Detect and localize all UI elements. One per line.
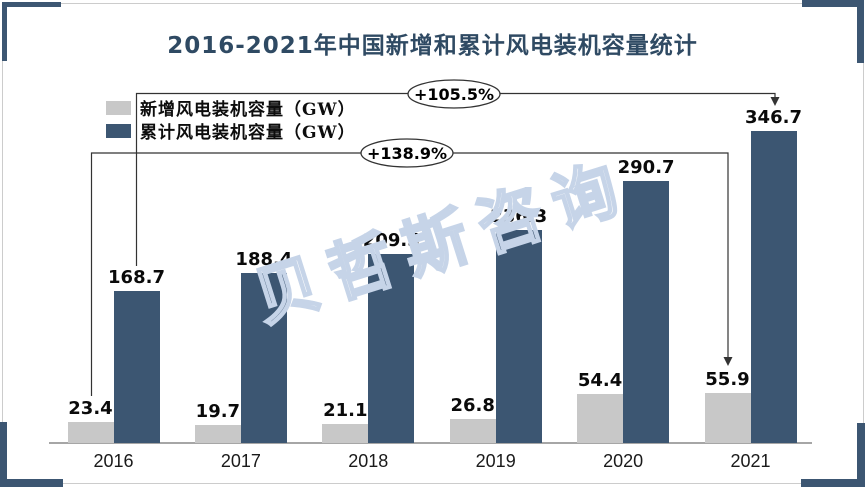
corner-accent-bottom-right — [801, 423, 865, 487]
bar-value-label: 168.7 — [108, 267, 165, 288]
frame-border — [2, 3, 864, 484]
legend-item-cumulative-capacity: 累计风电装机容量（GW） — [106, 119, 356, 143]
legend-item-new-capacity: 新增风电装机容量（GW） — [106, 96, 356, 120]
bar-cumulative-capacity — [750, 131, 797, 443]
bar-value-label: 236.3 — [490, 206, 548, 227]
bar-value-label: 21.1 — [323, 400, 368, 421]
x-axis-label: 2016 — [93, 451, 134, 471]
bar-value-label: 55.9 — [705, 369, 750, 390]
bar-value-label: 19.7 — [195, 401, 241, 422]
x-axis-label: 2019 — [475, 451, 516, 471]
bar-value-label: 290.7 — [617, 157, 675, 178]
legend-swatch-cumulative-capacity — [106, 123, 131, 138]
x-axis-label: 2017 — [220, 451, 261, 471]
bar-value-label: 188.4 — [235, 249, 293, 270]
bar-value-label: 23.4 — [68, 398, 113, 419]
bar-value-label: 346.7 — [745, 107, 802, 128]
bar-new-capacity — [67, 422, 114, 443]
bar-cumulative-capacity — [113, 291, 160, 443]
x-axis-label: 2021 — [730, 451, 771, 471]
bar-new-capacity — [577, 394, 624, 443]
bar-new-capacity — [194, 425, 241, 443]
x-axis-label: 2018 — [348, 451, 389, 471]
bar-value-label: 209.5 — [362, 230, 420, 251]
x-axis-line — [49, 442, 812, 444]
bar-cumulative-capacity — [623, 181, 670, 443]
bar-value-label: 54.4 — [577, 370, 623, 391]
corner-accent-top-right — [802, 0, 864, 63]
bar-new-capacity — [704, 393, 751, 443]
x-axis-label: 2020 — [603, 451, 644, 471]
legend-swatch-new-capacity — [106, 100, 131, 115]
bar-new-capacity — [449, 419, 496, 443]
chart-title: 2016-2021年中国新增和累计风电装机容量统计 — [167, 33, 698, 59]
legend: 新增风电装机容量（GW） 累计风电装机容量（GW） — [106, 96, 356, 143]
bar-new-capacity — [322, 424, 369, 443]
legend-label-new-capacity: 新增风电装机容量（GW） — [140, 100, 356, 120]
bar-value-label: 26.8 — [450, 395, 495, 416]
corner-accent-bottom-left — [0, 422, 63, 487]
legend-label-cumulative-capacity: 累计风电装机容量（GW） — [140, 123, 356, 143]
corner-accent-top-left — [2, 2, 61, 61]
